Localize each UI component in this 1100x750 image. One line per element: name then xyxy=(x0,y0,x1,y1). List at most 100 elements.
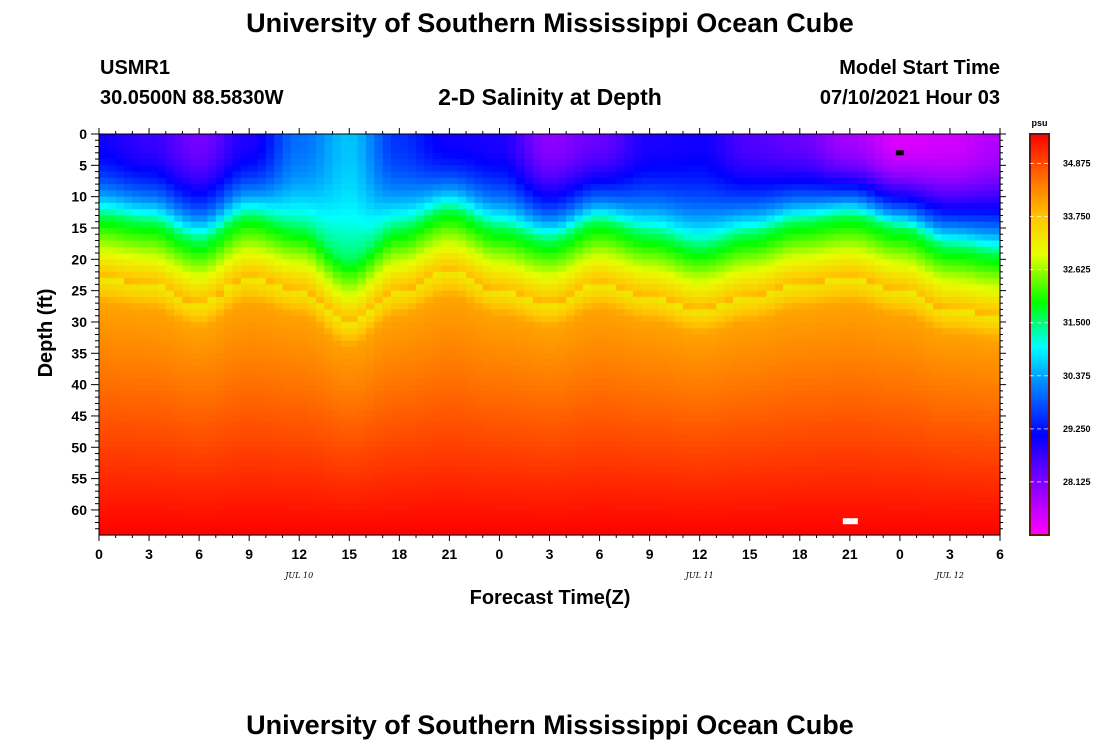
heatmap-cell xyxy=(724,315,734,323)
heatmap-cell xyxy=(682,365,692,373)
heatmap-cell xyxy=(816,177,826,185)
heatmap-cell xyxy=(949,384,959,392)
heatmap-cell xyxy=(833,328,843,336)
heatmap-cell xyxy=(165,284,175,292)
heatmap-cell xyxy=(332,359,342,367)
heatmap-cell xyxy=(524,284,534,292)
heatmap-cell xyxy=(466,278,476,285)
heatmap-cell xyxy=(657,202,667,210)
heatmap-cell xyxy=(858,152,868,160)
heatmap-cell xyxy=(816,246,826,254)
heatmap-cell xyxy=(958,359,968,367)
heatmap-cell xyxy=(716,415,726,423)
heatmap-cell xyxy=(716,359,726,367)
heatmap-cell xyxy=(215,359,225,367)
heatmap-cell xyxy=(349,284,359,292)
heatmap-cell xyxy=(741,246,751,254)
heatmap-cell xyxy=(365,134,375,141)
heatmap-cell xyxy=(274,209,284,217)
heatmap-cell xyxy=(424,184,434,191)
heatmap-cell xyxy=(574,202,584,210)
heatmap-cell xyxy=(232,334,242,342)
heatmap-cell xyxy=(374,278,384,285)
heatmap-cell xyxy=(657,159,667,166)
heatmap-cell xyxy=(474,259,484,267)
heatmap-cell xyxy=(274,171,284,179)
heatmap-cell xyxy=(232,328,242,336)
heatmap-cell xyxy=(199,152,209,160)
heatmap-cell xyxy=(149,246,158,254)
heatmap-cell xyxy=(749,159,759,166)
heatmap-cell xyxy=(874,378,884,386)
heatmap-cell xyxy=(783,334,793,342)
heatmap-cell xyxy=(507,221,517,229)
heatmap-cell xyxy=(382,234,392,242)
heatmap-cell xyxy=(632,190,642,198)
heatmap-cell xyxy=(374,403,384,411)
heatmap-cell xyxy=(274,259,284,267)
heatmap-cell xyxy=(257,140,267,148)
heatmap-cell xyxy=(582,146,592,154)
heatmap-cell xyxy=(416,403,425,411)
heatmap-cell xyxy=(958,240,968,248)
heatmap-cell xyxy=(766,397,776,405)
heatmap-cell xyxy=(374,378,384,386)
heatmap-cell xyxy=(190,278,200,285)
heatmap-cell xyxy=(774,378,784,386)
heatmap-cell xyxy=(724,259,734,267)
heatmap-cell xyxy=(908,246,918,254)
heatmap-cell xyxy=(315,171,325,179)
heatmap-cell xyxy=(958,152,968,160)
heatmap-cell xyxy=(124,246,133,254)
heatmap-cell xyxy=(849,290,859,298)
heatmap-cell xyxy=(674,403,684,411)
heatmap-cell xyxy=(783,221,793,229)
heatmap-cell xyxy=(716,278,726,285)
heatmap-cell xyxy=(599,202,609,210)
heatmap-cell xyxy=(691,140,701,148)
heatmap-cell xyxy=(399,184,409,191)
heatmap-cell xyxy=(674,397,684,405)
heatmap-cell xyxy=(899,384,909,392)
heatmap-cell xyxy=(424,409,434,417)
heatmap-cell xyxy=(724,234,734,242)
heatmap-cell xyxy=(99,347,108,354)
heatmap-cell xyxy=(516,253,526,260)
heatmap-cell xyxy=(149,321,158,329)
heatmap-cell xyxy=(457,296,467,304)
heatmap-cell xyxy=(290,328,300,336)
heatmap-cell xyxy=(891,165,901,173)
heatmap-cell xyxy=(324,290,334,298)
heatmap-cell xyxy=(624,390,634,398)
heatmap-cell xyxy=(207,397,217,405)
heatmap-cell xyxy=(132,253,142,260)
heatmap-cell xyxy=(774,265,784,273)
heatmap-cell xyxy=(916,259,926,267)
heatmap-cell xyxy=(149,146,158,154)
heatmap-cell xyxy=(824,177,834,185)
heatmap-cell xyxy=(107,372,117,379)
heatmap-cell xyxy=(582,209,592,217)
heatmap-cell xyxy=(132,397,142,405)
heatmap-cell xyxy=(474,296,484,304)
heatmap-cell xyxy=(274,152,284,160)
heatmap-cell xyxy=(682,165,692,173)
heatmap-cell xyxy=(841,159,851,166)
heatmap-cell xyxy=(349,227,359,235)
heatmap-cell xyxy=(958,372,968,379)
heatmap-cell xyxy=(307,284,317,292)
heatmap-cell xyxy=(407,134,417,141)
heatmap-cell xyxy=(365,334,375,342)
heatmap-cell xyxy=(532,372,542,379)
heatmap-cell xyxy=(357,253,367,260)
heatmap-cell xyxy=(290,196,300,204)
heatmap-cell xyxy=(649,365,659,373)
heatmap-cell xyxy=(457,353,467,361)
heatmap-cell xyxy=(916,246,926,254)
heatmap-cell xyxy=(708,365,717,373)
heatmap-cell xyxy=(557,202,567,210)
heatmap-cell xyxy=(482,184,492,191)
heatmap-cell xyxy=(708,347,717,354)
heatmap-cell xyxy=(607,303,617,311)
heatmap-cell xyxy=(416,221,425,229)
